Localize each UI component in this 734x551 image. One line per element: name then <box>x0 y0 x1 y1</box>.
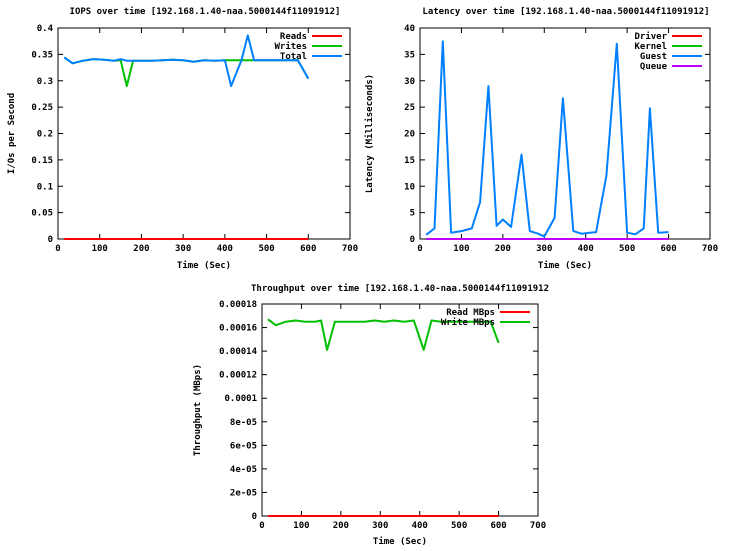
x-tick-label: 100 <box>92 244 108 254</box>
x-tick-label: 500 <box>619 244 635 254</box>
x-axis-label: Time (Sec) <box>538 260 592 271</box>
y-tick-label: 10 <box>404 182 415 192</box>
legend-label: Writes <box>274 41 307 52</box>
legend-label: Write MBps <box>441 317 495 328</box>
x-tick-label: 300 <box>175 244 191 254</box>
x-tick-label: 600 <box>300 244 316 254</box>
x-tick-label: 100 <box>293 521 309 531</box>
x-tick-label: 0 <box>55 244 60 254</box>
y-tick-label: 8e-05 <box>230 418 257 428</box>
x-tick-label: 600 <box>660 244 676 254</box>
legend-label: Read MBps <box>446 308 495 318</box>
y-tick-label: 0.1 <box>37 182 53 192</box>
y-axis-label: Throughput (MBps) <box>193 364 203 456</box>
x-tick-label: 700 <box>530 521 546 531</box>
x-tick-label: 400 <box>412 521 428 531</box>
y-tick-label: 0.05 <box>31 209 53 219</box>
x-tick-label: 500 <box>258 244 274 254</box>
y-tick-label: 0.15 <box>31 156 53 166</box>
y-tick-label: 0.25 <box>31 103 53 113</box>
series-line-writes <box>63 56 310 87</box>
y-axis-label: Latency (Milliseconds) <box>364 74 375 193</box>
legend-label: Driver <box>634 31 667 42</box>
legend-label: Kernel <box>634 42 667 52</box>
y-tick-label: 0 <box>410 235 415 245</box>
iops-chart: IOPS over time [192.168.1.40-naa.5000144… <box>7 6 358 271</box>
x-tick-label: 600 <box>490 521 506 531</box>
y-tick-label: 0.2 <box>37 130 53 140</box>
x-tick-label: 100 <box>453 244 469 254</box>
latency-chart: Latency over time [192.168.1.40-naa.5000… <box>364 6 718 271</box>
throughput-chart: Throughput over time [192.168.1.40-naa.5… <box>193 283 549 547</box>
chart-title: Throughput over time [192.168.1.40-naa.5… <box>251 283 549 294</box>
y-tick-label: 6e-05 <box>230 441 257 451</box>
y-tick-label: 0.00018 <box>219 300 257 310</box>
y-tick-label: 0.00012 <box>219 371 257 381</box>
y-tick-label: 0.00016 <box>219 324 257 334</box>
x-tick-label: 700 <box>702 244 718 254</box>
x-tick-label: 400 <box>217 244 233 254</box>
y-tick-label: 20 <box>404 130 415 140</box>
legend-label: Total <box>280 52 307 62</box>
legend-label: Guest <box>640 52 667 62</box>
y-tick-label: 15 <box>404 156 415 166</box>
y-axis-label: I/Os per Second <box>7 93 17 174</box>
x-tick-label: 500 <box>451 521 467 531</box>
x-tick-label: 200 <box>133 244 149 254</box>
x-tick-label: 400 <box>578 244 594 254</box>
x-tick-label: 0 <box>417 244 422 254</box>
series-line-write-mbps <box>267 318 500 351</box>
y-tick-label: 25 <box>404 103 415 113</box>
y-tick-label: 0.35 <box>31 50 53 60</box>
y-tick-label: 30 <box>404 77 415 87</box>
chart-title: IOPS over time [192.168.1.40-naa.5000144… <box>70 6 341 17</box>
y-tick-label: 4e-05 <box>230 465 257 475</box>
series-line-total <box>63 34 310 87</box>
y-tick-label: 0 <box>252 512 257 522</box>
x-axis-label: Time (Sec) <box>373 536 427 547</box>
y-tick-label: 0 <box>48 235 53 245</box>
y-tick-label: 2e-05 <box>230 488 257 498</box>
x-tick-label: 300 <box>372 521 388 531</box>
series-line-guest <box>425 40 669 238</box>
x-tick-label: 700 <box>342 244 358 254</box>
chart-title: Latency over time [192.168.1.40-naa.5000… <box>422 6 709 17</box>
y-tick-label: 35 <box>404 50 415 60</box>
x-tick-label: 200 <box>333 521 349 531</box>
y-tick-label: 5 <box>410 209 415 219</box>
y-tick-label: 0.3 <box>37 77 53 87</box>
x-tick-label: 300 <box>536 244 552 254</box>
x-axis-label: Time (Sec) <box>177 260 231 271</box>
legend-label: Reads <box>280 32 307 42</box>
y-tick-label: 40 <box>404 24 415 34</box>
x-tick-label: 0 <box>259 521 264 531</box>
x-tick-label: 200 <box>495 244 511 254</box>
legend-label: Queue <box>640 62 668 72</box>
y-tick-label: 0.4 <box>37 24 54 34</box>
y-tick-label: 0.00014 <box>219 347 258 357</box>
y-tick-label: 0.0001 <box>224 394 257 404</box>
